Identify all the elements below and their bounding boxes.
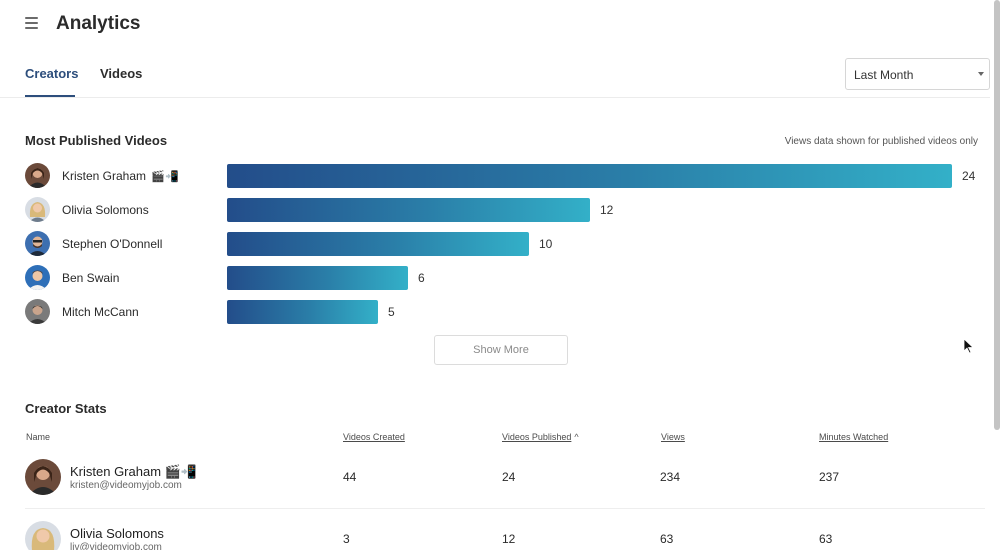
- chart-bar: [227, 232, 529, 256]
- chart-row: Mitch McCann 5: [25, 299, 985, 325]
- sort-up-icon: ^: [574, 432, 579, 442]
- scrollbar[interactable]: [994, 0, 1000, 430]
- avatar: [25, 163, 50, 188]
- tabs-divider: [0, 97, 990, 98]
- mouse-pointer-icon: [963, 338, 975, 354]
- hamburger-icon[interactable]: [25, 17, 38, 29]
- page-title: Analytics: [56, 13, 141, 34]
- table-row[interactable]: Olivia Solomons liv@videomyjob.com 3 12 …: [25, 521, 985, 550]
- avatar: [25, 459, 61, 495]
- chart-row-name: Stephen O'Donnell: [62, 237, 163, 251]
- videos-created-value: 3: [343, 532, 350, 546]
- avatar: [25, 231, 50, 256]
- videos-created-value: 44: [343, 470, 357, 484]
- views-value: 63: [660, 532, 674, 546]
- chart-bar-value: 10: [539, 237, 553, 251]
- minutes-watched-value: 237: [819, 470, 840, 484]
- minutes-watched-value: 63: [819, 532, 833, 546]
- chart-bar-value: 6: [418, 271, 425, 285]
- column-header-name: Name: [26, 432, 51, 442]
- views-value: 234: [660, 470, 681, 484]
- chart-row: Stephen O'Donnell 10: [25, 231, 985, 257]
- top-bar: Analytics: [0, 0, 990, 48]
- row-divider: [25, 508, 985, 509]
- videos-published-value: 24: [502, 470, 516, 484]
- date-range-value: Last Month: [854, 68, 914, 82]
- videos-published-value: 12: [502, 532, 516, 546]
- avatar: [25, 521, 61, 550]
- chart-bar: [227, 300, 378, 324]
- column-header-videos-published[interactable]: Videos Published ^: [502, 432, 579, 442]
- chart-row-name: Ben Swain: [62, 271, 120, 285]
- show-more-button[interactable]: Show More: [434, 335, 568, 365]
- camera-phone-icon: 🎬📲: [151, 171, 179, 183]
- avatar: [25, 265, 50, 290]
- table-row[interactable]: Kristen Graham 🎬📲 kristen@videomyjob.com…: [25, 459, 985, 515]
- avatar: [25, 197, 50, 222]
- active-tab-indicator: [25, 95, 75, 97]
- creator-name: Olivia Solomons: [70, 526, 164, 541]
- column-header-views[interactable]: Views: [661, 432, 685, 442]
- column-header-videos-created[interactable]: Videos Created: [343, 432, 405, 442]
- chart-bar: [227, 164, 952, 188]
- chart-bar: [227, 266, 408, 290]
- chart-row: Kristen Graham 🎬📲 24: [25, 163, 985, 189]
- chart-bar-value: 12: [600, 203, 614, 217]
- chart-row-name: Olivia Solomons: [62, 203, 149, 217]
- views-note: Views data shown for published videos on…: [784, 136, 978, 147]
- creator-stats-title: Creator Stats: [25, 401, 107, 416]
- most-published-title: Most Published Videos: [25, 133, 168, 148]
- creator-email: kristen@videomyjob.com: [70, 480, 182, 491]
- chart-bar: [227, 198, 590, 222]
- tab-videos[interactable]: Videos: [100, 66, 143, 81]
- chart-bar-value: 24: [962, 169, 976, 183]
- chart-bar-value: 5: [388, 305, 395, 319]
- tab-creators[interactable]: Creators: [25, 66, 79, 81]
- chart-row-name: Kristen Graham 🎬📲: [62, 169, 179, 183]
- chevron-down-icon: [978, 72, 984, 76]
- camera-phone-icon: 🎬📲: [164, 464, 198, 479]
- chart-row: Ben Swain 6: [25, 265, 985, 291]
- avatar: [25, 299, 50, 324]
- date-range-select[interactable]: Last Month: [845, 58, 990, 90]
- creator-email: liv@videomyjob.com: [70, 542, 162, 550]
- column-header-minutes-watched[interactable]: Minutes Watched: [819, 432, 889, 442]
- chart-row-name: Mitch McCann: [62, 305, 139, 319]
- chart-row: Olivia Solomons 12: [25, 197, 985, 223]
- creator-name: Kristen Graham 🎬📲: [70, 464, 198, 479]
